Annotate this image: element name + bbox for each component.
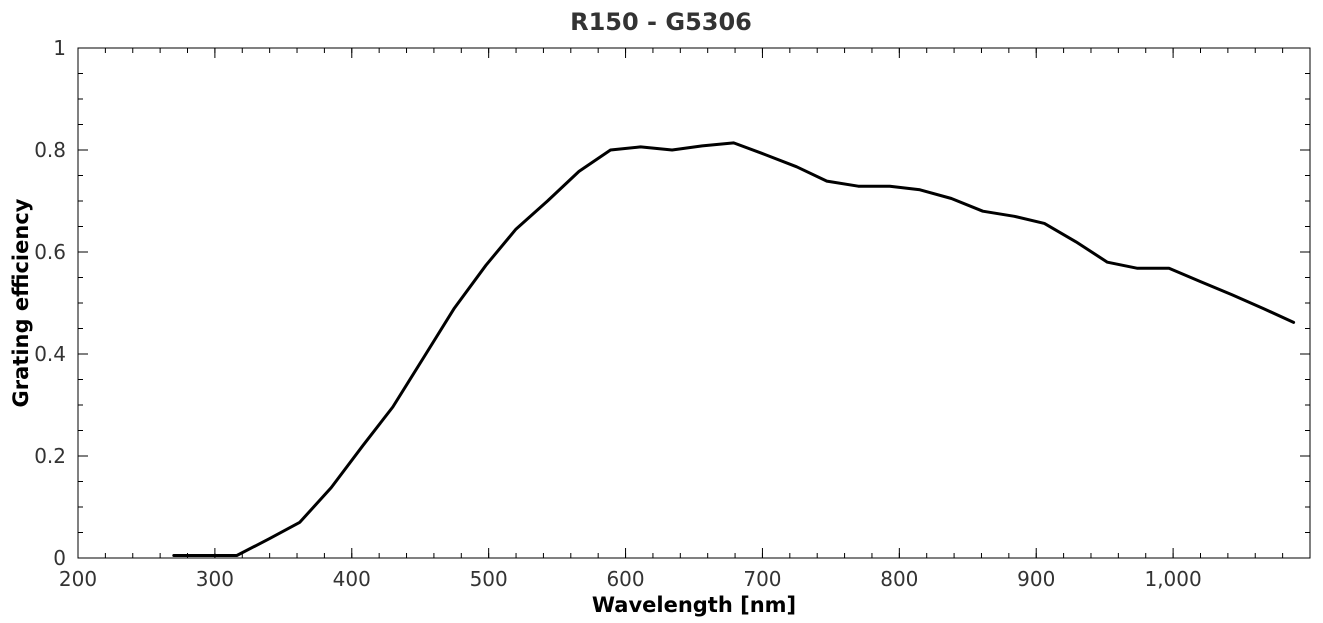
y-tick-label: 1 — [53, 36, 66, 60]
y-tick-labels: 0 0.2 0.4 0.6 0.8 1 — [34, 36, 66, 570]
y-tick-label: 0.2 — [34, 444, 66, 468]
y-tick-label: 0.8 — [34, 138, 66, 162]
x-tick-label: 1,000 — [1144, 567, 1201, 591]
y-tick-label: 0.4 — [34, 342, 66, 366]
x-tick-label: 500 — [470, 567, 508, 591]
x-axis-label: Wavelength [nm] — [592, 593, 796, 617]
chart-title: R150 - G5306 — [570, 8, 752, 36]
x-tick-label: 400 — [333, 567, 371, 591]
x-tick-label: 800 — [880, 567, 918, 591]
series-line — [172, 141, 1296, 557]
x-tick-label: 200 — [59, 567, 97, 591]
y-tick-label: 0 — [53, 546, 66, 570]
x-tick-label: 300 — [196, 567, 234, 591]
tick-marks — [77, 47, 1311, 559]
y-tick-label: 0.6 — [34, 240, 66, 264]
x-tick-label: 700 — [743, 567, 781, 591]
x-tick-labels: 200 300 400 500 600 700 800 900 1,000 — [59, 567, 1202, 591]
y-axis-label: Grating efficiency — [9, 198, 33, 407]
x-tick-label: 900 — [1017, 567, 1055, 591]
plot-frame — [77, 47, 1311, 559]
x-tick-label: 600 — [606, 567, 644, 591]
